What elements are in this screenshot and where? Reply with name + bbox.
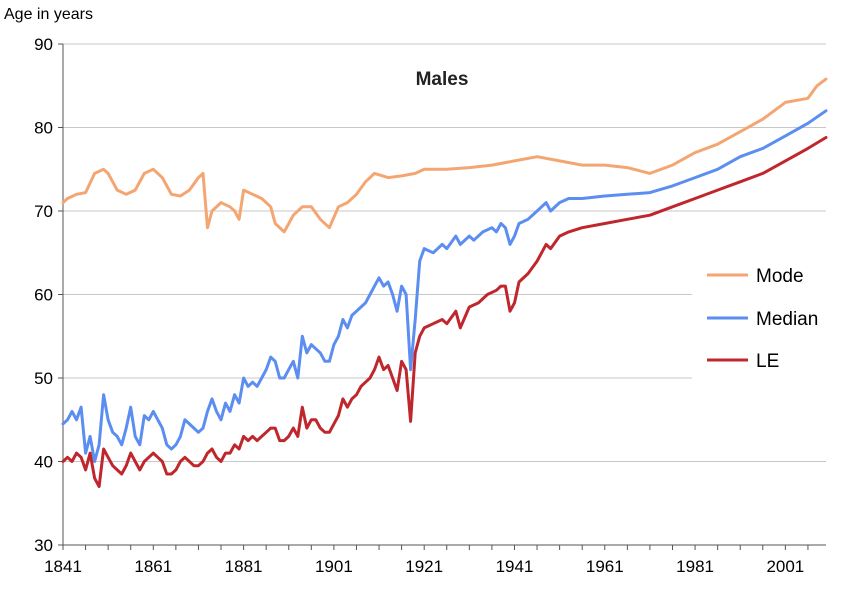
x-tick-label: 1981 bbox=[676, 557, 714, 576]
y-tick-label: 40 bbox=[34, 453, 53, 472]
legend-label-mode: Mode bbox=[756, 266, 804, 287]
series-line-le bbox=[61, 136, 828, 489]
series-lines bbox=[61, 77, 828, 489]
x-tick-label: 1881 bbox=[225, 557, 263, 576]
legend-label-median: Median bbox=[756, 309, 818, 330]
x-tick-label: 2001 bbox=[766, 557, 804, 576]
x-tick-label: 1901 bbox=[315, 557, 353, 576]
x-tick-label: 1921 bbox=[405, 557, 443, 576]
x-tick-label: 1841 bbox=[44, 557, 82, 576]
y-tick-label: 90 bbox=[34, 35, 53, 54]
y-axis-title: Age in years bbox=[4, 6, 93, 23]
y-tick-label: 70 bbox=[34, 202, 53, 221]
gridlines bbox=[63, 43, 826, 462]
series-line-mode bbox=[61, 77, 828, 234]
chart-title: Males bbox=[416, 69, 469, 90]
x-tick-label: 1861 bbox=[134, 557, 172, 576]
x-tick-label: 1961 bbox=[586, 557, 624, 576]
legend: Mode Median LE bbox=[707, 266, 818, 372]
y-tick-label: 60 bbox=[34, 286, 53, 305]
y-tick-label: 30 bbox=[34, 536, 53, 555]
y-tick-label: 50 bbox=[34, 369, 53, 388]
series-line-median bbox=[61, 109, 828, 463]
y-tick-label: 80 bbox=[34, 119, 53, 138]
legend-label-le: LE bbox=[756, 351, 779, 372]
axes: 30 40 50 60 70 80 90 1841 1861 1881 1901 1921 1941 19… bbox=[34, 35, 826, 576]
x-tick-label: 1941 bbox=[496, 557, 534, 576]
